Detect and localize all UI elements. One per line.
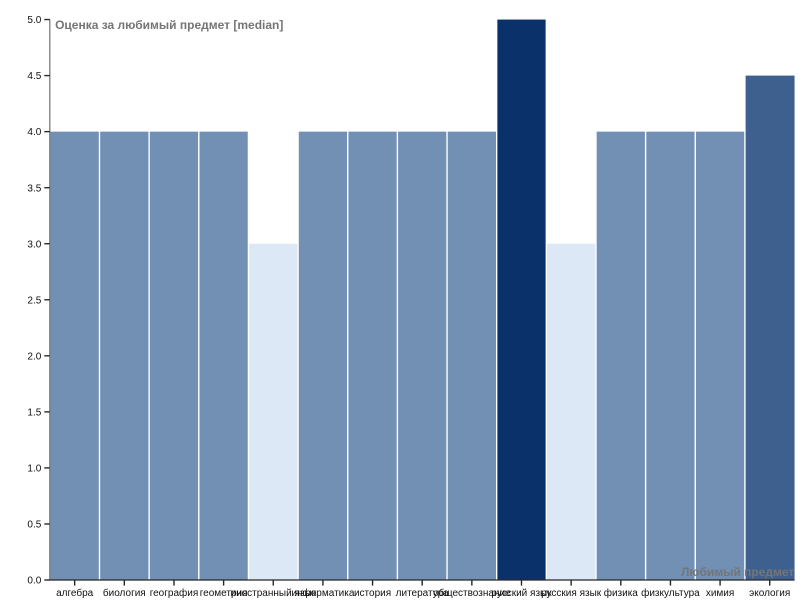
svg-text:геометрия: геометрия (200, 588, 248, 599)
svg-text:5.0: 5.0 (27, 15, 41, 26)
svg-text:1.0: 1.0 (27, 464, 41, 475)
svg-text:география: география (150, 587, 199, 599)
svg-text:физкультура: физкультура (641, 587, 700, 599)
svg-text:0.5: 0.5 (27, 520, 41, 531)
svg-text:литература: литература (396, 588, 449, 599)
svg-text:4.5: 4.5 (27, 71, 41, 82)
svg-text:4.0: 4.0 (27, 127, 41, 138)
svg-text:3.0: 3.0 (27, 239, 41, 250)
svg-text:3.5: 3.5 (27, 183, 41, 194)
svg-text:Любимый предмет: Любимый предмет (681, 565, 794, 579)
svg-text:2.5: 2.5 (27, 295, 41, 306)
svg-text:экология: экология (749, 588, 790, 599)
svg-text:русския язык: русския язык (541, 588, 602, 599)
svg-text:информатика: информатика (291, 587, 354, 599)
svg-text:2.0: 2.0 (27, 351, 41, 362)
svg-text:иностранный язык: иностранный язык (230, 588, 316, 599)
svg-text:биология: биология (103, 587, 146, 599)
svg-text:алгебра: алгебра (56, 587, 94, 599)
svg-text:Оценка за любимый предмет [med: Оценка за любимый предмет [median] (55, 18, 283, 32)
svg-text:0.0: 0.0 (27, 576, 41, 587)
svg-text:1.5: 1.5 (27, 407, 41, 418)
svg-text:русский язык: русский язык (491, 588, 552, 599)
svg-text:история: история (354, 588, 391, 599)
svg-text:обществознание: обществознание (433, 587, 511, 599)
svg-text:физика: физика (604, 587, 639, 599)
svg-text:химия: химия (706, 588, 734, 599)
